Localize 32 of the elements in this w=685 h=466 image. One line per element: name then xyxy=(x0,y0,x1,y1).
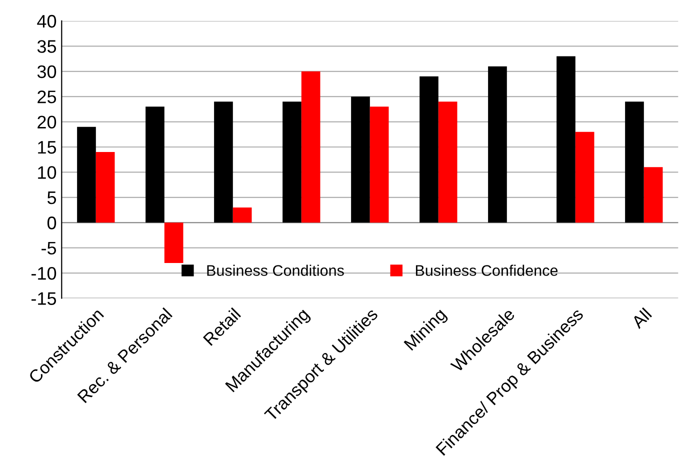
y-tick-label: -15 xyxy=(31,292,56,305)
y-tick-label: 30 xyxy=(37,65,56,78)
y-tick-label: 35 xyxy=(37,40,56,53)
y-tick-label: 40 xyxy=(37,14,56,28)
bar xyxy=(232,207,252,223)
bar xyxy=(282,102,302,223)
bar xyxy=(488,66,507,223)
y-tick-label: 10 xyxy=(38,166,56,179)
y-tick-label: 15 xyxy=(38,141,56,154)
bar xyxy=(214,102,233,223)
y-tick-label: 0 xyxy=(47,216,56,230)
bar xyxy=(77,126,96,223)
bar xyxy=(96,152,115,223)
y-tick-label: -10 xyxy=(31,266,56,280)
bar xyxy=(370,106,389,223)
x-tick-label: All xyxy=(630,307,652,330)
bar xyxy=(146,106,164,223)
bar xyxy=(625,102,644,223)
bar xyxy=(420,76,438,223)
bar xyxy=(556,56,576,223)
y-tick-label: 20 xyxy=(38,116,56,129)
bar xyxy=(164,222,184,263)
bar xyxy=(644,167,663,223)
y-tick-label: 25 xyxy=(38,90,56,104)
bar xyxy=(575,132,594,223)
legend-label: Business Conditions xyxy=(207,264,344,276)
bar xyxy=(351,96,370,223)
bar xyxy=(301,71,320,223)
y-tick-label: -5 xyxy=(42,242,56,255)
legend-label: Business Confidence xyxy=(416,264,558,276)
y-tick-label: 5 xyxy=(47,192,56,204)
bar xyxy=(438,102,458,223)
